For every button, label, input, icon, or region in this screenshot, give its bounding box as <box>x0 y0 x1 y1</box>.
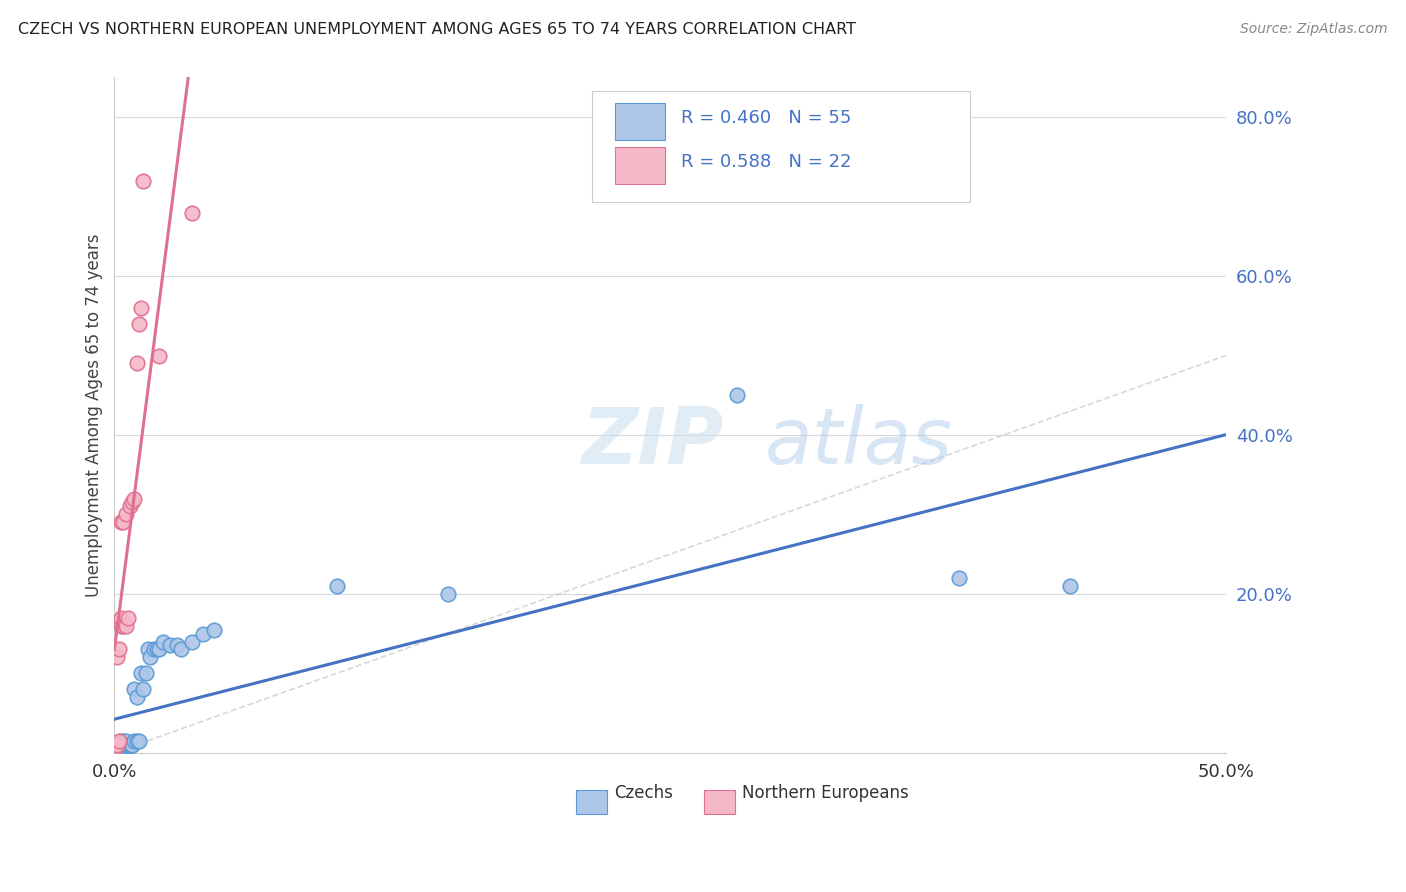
Point <box>108 741 131 756</box>
Point <box>170 642 193 657</box>
Point <box>108 642 131 657</box>
Point <box>105 650 128 665</box>
Point <box>117 738 139 752</box>
Point <box>117 610 139 624</box>
Point <box>110 734 132 748</box>
Point <box>103 741 125 756</box>
Point <box>108 738 131 752</box>
Point <box>114 618 136 632</box>
Point <box>152 634 174 648</box>
Point <box>112 618 135 632</box>
Text: R = 0.460   N = 55: R = 0.460 N = 55 <box>682 109 852 127</box>
Text: CZECH VS NORTHERN EUROPEAN UNEMPLOYMENT AMONG AGES 65 TO 74 YEARS CORRELATION CH: CZECH VS NORTHERN EUROPEAN UNEMPLOYMENT … <box>18 22 856 37</box>
Point <box>105 738 128 752</box>
Point <box>103 741 125 756</box>
Point <box>948 571 970 585</box>
Point <box>124 491 146 506</box>
Point <box>136 642 159 657</box>
Text: Northern Europeans: Northern Europeans <box>742 784 910 802</box>
Point <box>118 738 141 752</box>
Y-axis label: Unemployment Among Ages 65 to 74 years: Unemployment Among Ages 65 to 74 years <box>86 234 103 597</box>
Point <box>103 741 125 756</box>
Point <box>112 741 135 756</box>
Point <box>112 738 135 752</box>
Text: atlas: atlas <box>765 404 952 480</box>
Point <box>437 587 460 601</box>
Point <box>204 623 226 637</box>
Point <box>105 738 128 752</box>
Point <box>143 642 166 657</box>
Point <box>110 610 132 624</box>
Point <box>181 634 204 648</box>
Point <box>110 738 132 752</box>
Point <box>112 734 135 748</box>
Point <box>112 738 135 752</box>
Point <box>132 174 155 188</box>
Point <box>103 741 125 756</box>
Point <box>110 516 132 530</box>
Point <box>129 666 152 681</box>
Point <box>112 516 135 530</box>
Point <box>105 741 128 756</box>
Point <box>121 738 143 752</box>
Point <box>105 741 128 756</box>
Point <box>114 508 136 522</box>
Point <box>125 734 148 748</box>
Point <box>128 734 150 748</box>
Point <box>725 388 748 402</box>
Point <box>1059 579 1081 593</box>
Point <box>108 734 131 748</box>
Point <box>121 738 143 752</box>
Text: ZIP: ZIP <box>581 404 724 480</box>
Point <box>166 639 188 653</box>
Point <box>108 741 131 756</box>
Point <box>103 741 125 756</box>
Point <box>110 618 132 632</box>
Point <box>325 579 347 593</box>
Text: Czechs: Czechs <box>614 784 673 802</box>
Point <box>125 690 148 705</box>
Point <box>117 738 139 752</box>
Point <box>128 317 150 331</box>
Point <box>110 738 132 752</box>
Point <box>159 639 181 653</box>
Point <box>114 738 136 752</box>
FancyBboxPatch shape <box>703 790 735 814</box>
Point <box>125 356 148 370</box>
Point <box>114 738 136 752</box>
Point <box>148 349 170 363</box>
Point <box>148 642 170 657</box>
Point <box>181 205 204 219</box>
Point <box>121 495 143 509</box>
Point <box>139 650 162 665</box>
Point <box>118 500 141 514</box>
Point <box>135 666 157 681</box>
Point <box>193 626 215 640</box>
FancyBboxPatch shape <box>592 91 970 202</box>
Text: R = 0.588   N = 22: R = 0.588 N = 22 <box>682 153 852 171</box>
FancyBboxPatch shape <box>614 103 665 140</box>
Point <box>114 734 136 748</box>
Point <box>124 682 146 697</box>
Point <box>129 301 152 315</box>
Point <box>145 642 167 657</box>
Point <box>132 682 155 697</box>
Text: Source: ZipAtlas.com: Source: ZipAtlas.com <box>1240 22 1388 37</box>
Point <box>118 738 141 752</box>
Point <box>124 734 146 748</box>
FancyBboxPatch shape <box>614 146 665 184</box>
FancyBboxPatch shape <box>575 790 607 814</box>
Point <box>108 741 131 756</box>
Point <box>110 741 132 756</box>
Point <box>105 741 128 756</box>
Point <box>105 741 128 756</box>
